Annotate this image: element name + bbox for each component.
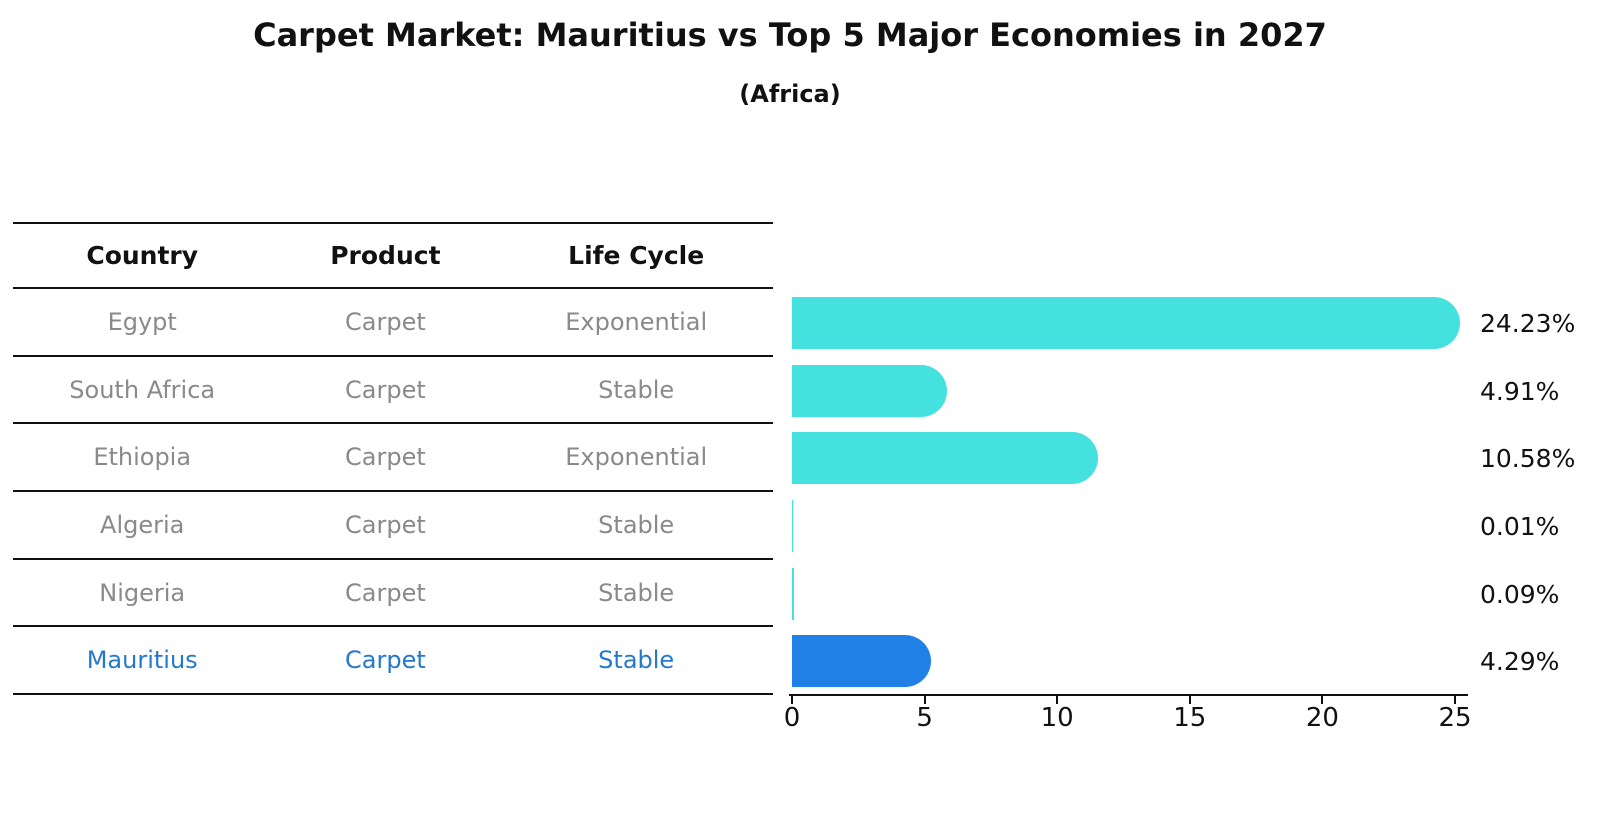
x-axis-tick	[1188, 695, 1191, 704]
cell-life-cycle: Exponential	[565, 443, 708, 472]
x-axis-tick	[923, 695, 926, 704]
table-row: Egypt Carpet Exponential	[13, 289, 773, 357]
x-axis-tick-label: 25	[1438, 703, 1472, 733]
column-header-product: Product	[330, 241, 441, 270]
cell-country: Egypt	[107, 307, 177, 336]
cell-product: Carpet	[345, 375, 426, 404]
x-axis-tick	[791, 695, 793, 704]
x-axis-tick-label: 15	[1173, 703, 1207, 733]
country-table: Country Product Life Cycle Egypt Carpet Expon…	[13, 222, 773, 696]
table-row: South Africa Carpet Stable	[13, 357, 773, 425]
cell-life-cycle: Exponential	[565, 307, 708, 336]
table-row: Mauritius Carpet Stable	[13, 627, 773, 696]
bar-ethiopia	[792, 432, 1098, 485]
cell-life-cycle: Stable	[598, 646, 675, 675]
x-axis-tick-label: 10	[1040, 703, 1074, 733]
cell-product: Carpet	[345, 510, 426, 539]
cell-country: Algeria	[100, 510, 185, 539]
cell-country: Mauritius	[86, 646, 198, 675]
table-row: Nigeria Carpet Stable	[13, 560, 773, 628]
x-axis-tick-label: 5	[916, 703, 933, 733]
bar-algeria	[792, 499, 793, 552]
page-title: Carpet Market: Mauritius vs Top 5 Major …	[253, 16, 1327, 54]
x-axis-tick	[1321, 695, 1324, 704]
table-row: Algeria Carpet Stable	[13, 492, 773, 560]
value-label: 4.91%	[1480, 376, 1560, 406]
cell-product: Carpet	[345, 443, 426, 472]
table-row: Ethiopia Carpet Exponential	[13, 424, 773, 493]
x-axis-tick-label: 0	[783, 703, 801, 733]
cell-country: South Africa	[69, 375, 216, 404]
table-header-row: Country Product Life Cycle	[13, 222, 773, 289]
cell-life-cycle: Stable	[598, 510, 675, 539]
value-label: 0.01%	[1480, 511, 1560, 541]
value-label: 4.29%	[1480, 647, 1560, 677]
bar-mauritius	[792, 635, 931, 688]
page-subtitle: (Africa)	[739, 80, 841, 108]
cell-product: Carpet	[345, 578, 426, 607]
value-label: 0.09%	[1480, 579, 1560, 609]
bar-egypt	[792, 296, 1460, 349]
column-header-country: Country	[86, 241, 199, 270]
x-axis-tick	[1454, 695, 1456, 704]
x-axis-tick-label: 20	[1305, 703, 1339, 733]
cell-country: Ethiopia	[93, 443, 192, 472]
cell-life-cycle: Stable	[598, 578, 675, 607]
value-label: 10.58%	[1480, 444, 1576, 474]
cell-country: Nigeria	[99, 578, 186, 607]
value-label: 24.23%	[1480, 308, 1576, 338]
x-axis-line	[789, 694, 1468, 696]
cell-product: Carpet	[345, 646, 426, 675]
bar-nigeria	[792, 567, 795, 620]
x-axis-tick	[1056, 695, 1059, 704]
bar-south-africa	[792, 364, 948, 417]
column-header-life-cycle: Life Cycle	[568, 241, 705, 270]
cell-life-cycle: Stable	[598, 375, 675, 404]
cell-product: Carpet	[345, 307, 426, 336]
